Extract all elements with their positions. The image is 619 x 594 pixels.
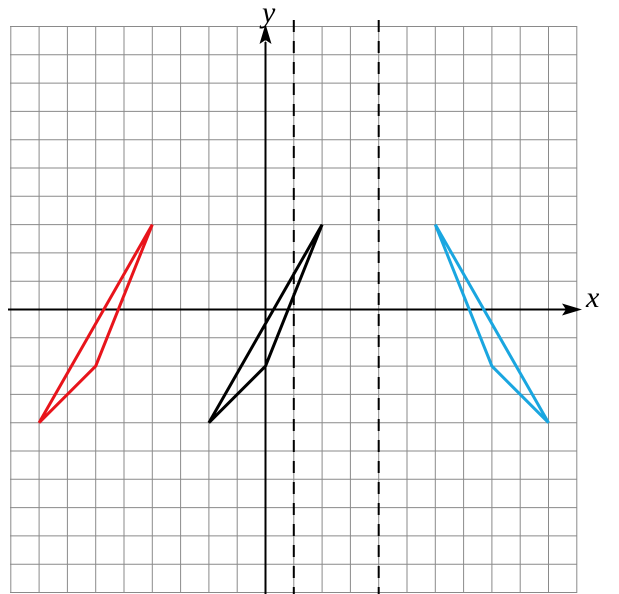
reflection-lines bbox=[292, 20, 380, 594]
triangle-right-image bbox=[433, 223, 550, 424]
triangle-left-image bbox=[37, 223, 154, 424]
axes: x y bbox=[8, 0, 600, 594]
triangle-original bbox=[207, 223, 324, 424]
y-axis-arrow-icon bbox=[259, 24, 272, 44]
y-axis-label: y bbox=[259, 0, 276, 29]
x-axis-label: x bbox=[585, 281, 600, 314]
triangles bbox=[37, 223, 550, 424]
x-axis-arrow-icon bbox=[562, 303, 582, 316]
